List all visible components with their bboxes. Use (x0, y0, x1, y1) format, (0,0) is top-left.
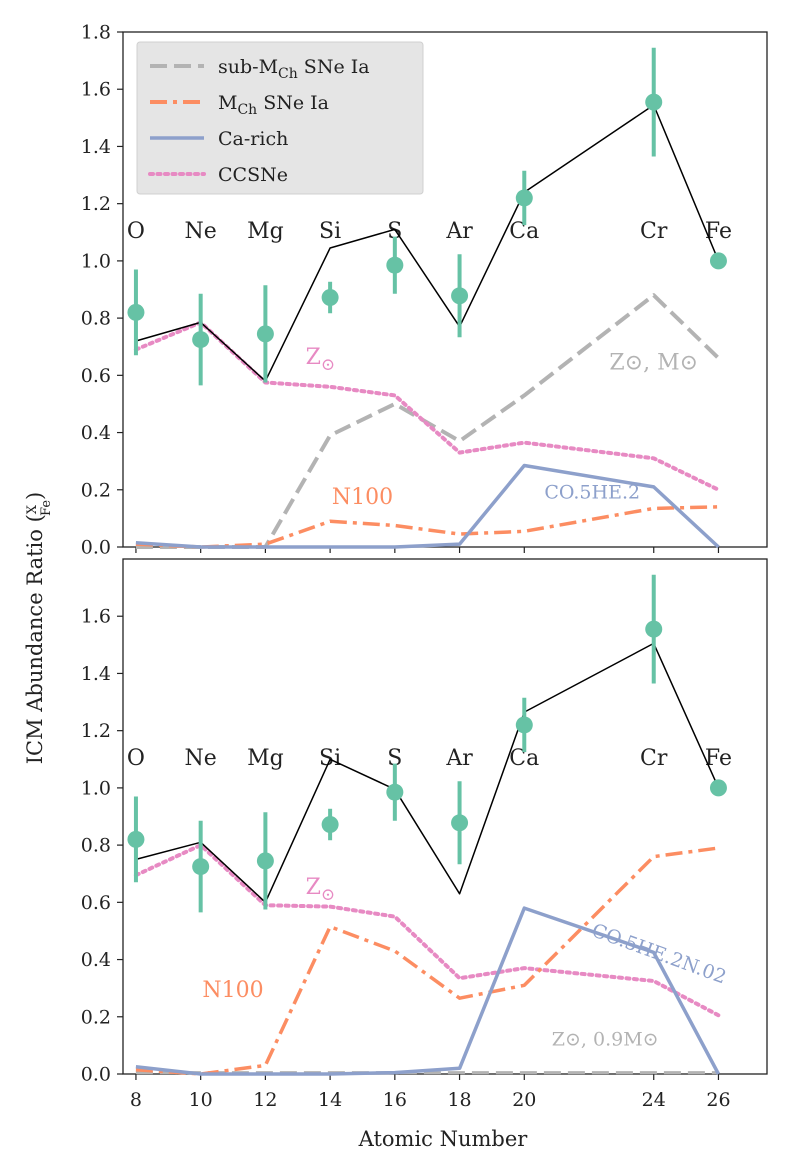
y-tick-label: 0.4 (81, 422, 111, 444)
y-tick-label: 1.2 (81, 193, 111, 215)
element-label: Ne (185, 746, 217, 771)
x-tick-label: 12 (253, 1089, 277, 1111)
y-tick-label: 0.0 (81, 1064, 111, 1086)
annotation: Z⊙, 0.9M⊙ (552, 1028, 659, 1050)
series-line-ca-rich (135, 463, 720, 549)
y-tick-label: 1.6 (81, 606, 111, 628)
data-point (192, 858, 210, 876)
data-point (451, 814, 469, 832)
x-tick-label: 8 (130, 1089, 142, 1111)
series-line-mch-sne-ia (135, 505, 719, 549)
data-point (645, 620, 663, 638)
legend-label: sub-MCh SNe Ia (218, 56, 370, 82)
element-label: Ar (445, 746, 473, 771)
data-point (127, 830, 145, 848)
x-tick-label: 14 (318, 1089, 342, 1111)
y-tick-label: 0.2 (81, 479, 111, 501)
element-label: O (127, 746, 145, 771)
series-line-mch-sne-ia (135, 846, 719, 1076)
element-label: S (387, 219, 402, 244)
series-line-ca-rich (135, 906, 721, 1076)
y-tick-label: 1.2 (81, 720, 111, 742)
element-label: O (127, 219, 145, 244)
y-tick-label: 0.6 (81, 365, 111, 387)
data-point (127, 303, 145, 321)
data-point (515, 716, 533, 734)
element-label: S (387, 746, 402, 771)
y-tick-label: 0.8 (81, 308, 111, 330)
series-line-total (135, 642, 720, 904)
data-point (192, 331, 210, 349)
legend: sub-MCh SNe Ia MCh SNe Ia Ca-rich CCSNe (136, 41, 424, 195)
y-tick-label: 1.0 (81, 777, 111, 799)
element-label: Mg (247, 746, 284, 771)
annotation: CO.5HE.2 (544, 481, 640, 503)
element-label: Cr (640, 746, 668, 771)
y-tick-label: 1.4 (81, 136, 111, 158)
x-tick-label: 20 (512, 1089, 536, 1111)
plot-frame (122, 31, 768, 548)
y-tick-label: 1.6 (81, 79, 111, 101)
y-tick-label: 1.8 (81, 22, 111, 44)
element-label: Fe (705, 219, 732, 244)
annotation: N100 (202, 978, 263, 1003)
series-line-total (135, 104, 720, 382)
data-point (321, 289, 339, 307)
legend-box (136, 41, 424, 195)
x-tick-label: 24 (642, 1089, 666, 1111)
y-tick-label: 0.6 (81, 892, 111, 914)
data-point (451, 287, 469, 305)
top-panel: 0.0 0.2 0.4 0.6 0.8 1.0 1.2 1.4 1.6 1.8 O Ne Mg Si S Ar… (81, 22, 768, 559)
series-line-ccsne (133, 320, 721, 492)
y-tick-label: 0.2 (81, 1006, 111, 1028)
element-label: Cr (640, 219, 668, 244)
y-tick-label: 1.0 (81, 250, 111, 272)
data-point (515, 189, 533, 207)
data-point (386, 783, 404, 801)
x-tick-label: 26 (706, 1089, 730, 1111)
data-point (256, 852, 274, 870)
annotation: N100 (332, 485, 393, 510)
data-point (709, 252, 727, 270)
plot-frame (122, 558, 768, 1075)
x-axis-label: Atomic Number (358, 1127, 529, 1151)
data-point (709, 779, 727, 797)
legend-label: MCh SNe Ia (218, 92, 329, 118)
axis-labels: Atomic Number ICM Abundance Ratio (XFe) (23, 492, 528, 1151)
x-tick-label: 16 (383, 1089, 407, 1111)
data-point (256, 325, 274, 343)
element-label: Ar (445, 219, 473, 244)
annotation: Z⊙ (306, 345, 336, 375)
y-tick-label: 0.8 (81, 835, 111, 857)
element-label: Si (319, 746, 341, 771)
y-axis-label: ICM Abundance Ratio (XFe) (23, 492, 54, 765)
element-label: Ne (185, 219, 217, 244)
series-line-sub-mch-sne-ia (135, 293, 720, 549)
legend-label: CCSNe (218, 164, 288, 186)
data-point (645, 93, 663, 111)
bottom-panel: 0.0 0.2 0.4 0.6 0.8 1.0 1.2 1.4 1.6 8 10 12 14 16 18 20… (81, 558, 768, 1111)
y-tick-label: 0.4 (81, 949, 111, 971)
legend-label: Ca-rich (218, 128, 288, 150)
x-tick-label: 10 (189, 1089, 213, 1111)
annotation: Z⊙, M⊙ (609, 351, 698, 376)
element-label: Si (319, 219, 341, 244)
y-tick-label: 1.4 (81, 663, 111, 685)
data-point (321, 816, 339, 834)
annotation: CO.5HE.2N.02 (589, 919, 729, 988)
series-line-ccsne (133, 843, 721, 1018)
y-tick-label: 0.0 (81, 537, 111, 559)
x-tick-label: 18 (447, 1089, 471, 1111)
element-label: Mg (247, 219, 284, 244)
data-point (386, 256, 404, 274)
annotation: Z⊙ (306, 875, 336, 905)
